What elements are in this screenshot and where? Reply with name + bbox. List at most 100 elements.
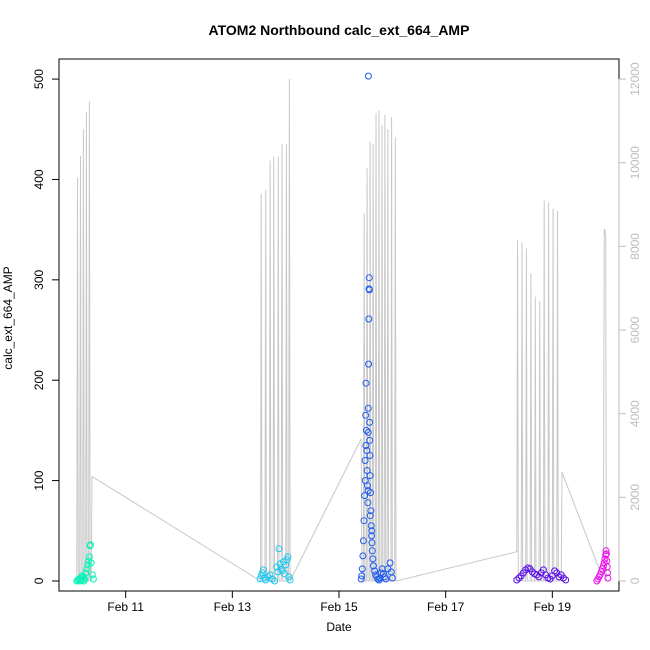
y-tick-label: 100 <box>32 470 46 490</box>
data-point <box>369 562 377 570</box>
x-tick-label: Feb 13 <box>214 600 252 614</box>
data-point <box>388 574 396 582</box>
data-point <box>364 428 372 436</box>
depth-trace-layer <box>76 79 607 582</box>
data-point <box>382 575 390 583</box>
y-axis-label: calc_ext_664_AMP <box>1 266 15 369</box>
y2-axis: 0 2000 4000 6000 8000 10000 12000 <box>618 62 642 584</box>
y-tick-label: 200 <box>32 370 46 390</box>
data-point <box>82 569 90 577</box>
data-point <box>364 72 372 80</box>
data-point <box>282 561 290 569</box>
y2-tick-label: 12000 <box>628 62 642 96</box>
data-point <box>602 547 610 555</box>
data-point <box>515 574 523 582</box>
data-point <box>257 572 265 580</box>
data-point <box>271 577 279 585</box>
y2-tick-label: 2000 <box>628 484 642 511</box>
data-point <box>366 436 374 444</box>
data-point <box>601 555 609 563</box>
x-tick-label: Feb 17 <box>427 600 465 614</box>
data-point <box>553 569 561 577</box>
data-point <box>358 572 366 580</box>
x-tick-label: Feb 15 <box>320 600 358 614</box>
data-point <box>264 573 272 581</box>
y2-tick-label: 8000 <box>628 233 642 260</box>
data-point <box>368 539 376 547</box>
x-axis-label: Date <box>326 620 352 634</box>
data-point <box>364 487 372 495</box>
data-point <box>362 379 370 387</box>
data-point <box>83 565 91 573</box>
data-point <box>364 404 372 412</box>
data-point <box>599 562 607 570</box>
data-point <box>562 576 570 584</box>
points-layer <box>73 72 612 585</box>
data-point <box>513 576 521 584</box>
x-tick-label: Feb 11 <box>107 600 144 614</box>
data-point <box>80 577 88 585</box>
data-point <box>366 472 374 480</box>
data-point <box>359 552 367 560</box>
data-point <box>259 566 267 574</box>
data-point <box>555 573 563 581</box>
chart-title: ATOM2 Northbound calc_ext_664_AMP <box>209 22 470 38</box>
x-tick-label: Feb 19 <box>534 600 572 614</box>
data-point <box>369 555 377 563</box>
data-point <box>362 426 370 434</box>
data-point <box>522 566 530 574</box>
data-point <box>361 457 369 464</box>
data-point <box>533 571 541 579</box>
data-point <box>386 559 394 567</box>
data-point <box>361 492 369 500</box>
data-point <box>275 545 283 553</box>
data-point <box>286 576 294 584</box>
data-point <box>363 447 371 454</box>
data-point <box>283 556 291 564</box>
data-point <box>368 527 376 535</box>
data-point <box>359 537 367 545</box>
y2-tick-label: 4000 <box>628 400 642 427</box>
data-point <box>602 550 610 558</box>
data-point <box>88 571 96 579</box>
data-point <box>551 567 559 575</box>
data-point <box>89 575 97 583</box>
data-point <box>559 574 567 582</box>
data-point <box>363 467 371 474</box>
data-point <box>361 477 369 485</box>
data-point <box>365 274 373 282</box>
data-point <box>360 517 368 525</box>
data-point <box>266 571 274 579</box>
data-point <box>364 499 372 507</box>
y-axis: 0 100 200 300 400 500 <box>32 69 60 584</box>
data-point <box>365 360 373 368</box>
data-point <box>268 575 276 583</box>
data-point <box>366 452 374 459</box>
y-tick-label: 300 <box>32 269 46 289</box>
data-point <box>362 411 370 419</box>
data-point <box>285 573 293 581</box>
data-point <box>366 418 374 426</box>
data-point <box>357 575 365 583</box>
data-point <box>368 532 376 540</box>
y2-tick-label: 6000 <box>628 316 642 343</box>
data-point <box>596 571 604 579</box>
y2-tick-label: 10000 <box>628 146 642 180</box>
data-point <box>87 559 95 567</box>
data-point <box>368 547 376 555</box>
depth-trace-line <box>76 79 607 582</box>
data-point <box>367 522 375 530</box>
y-tick-label: 400 <box>32 169 46 189</box>
data-point <box>284 553 292 561</box>
data-point <box>604 569 611 577</box>
y-tick-label: 0 <box>32 577 46 584</box>
x-axis: Feb 11 Feb 13 Feb 15 Feb 17 Feb 19 <box>107 590 572 614</box>
data-point <box>371 567 379 575</box>
y-tick-label: 500 <box>32 69 46 89</box>
data-point <box>604 574 612 582</box>
y2-tick-label: 0 <box>628 577 642 584</box>
data-point <box>358 565 366 573</box>
data-point <box>365 315 373 323</box>
